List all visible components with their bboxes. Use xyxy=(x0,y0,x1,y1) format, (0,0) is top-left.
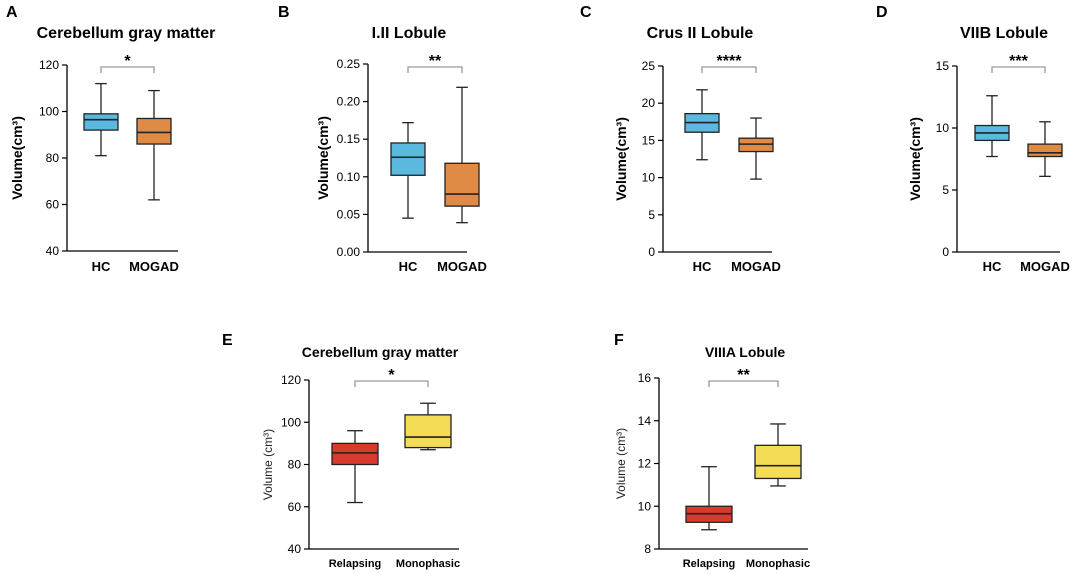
panel-e-category-label: Monophasic xyxy=(396,558,460,570)
panel-b-title: I.II Lobule xyxy=(372,25,447,42)
panel-b-significance-stars: ** xyxy=(429,53,442,70)
panel-d-box-mogad xyxy=(1027,143,1063,158)
panel-f-category-label: Monophasic xyxy=(746,558,810,570)
panel-a-y-label: Volume(cm³) xyxy=(9,116,25,200)
panel-d-significance-stars: *** xyxy=(1009,53,1028,70)
panel-e-title: Cerebellum gray matter xyxy=(302,344,459,360)
panel-f-y-tick-label: 8 xyxy=(644,542,651,556)
panel-a-title: Cerebellum gray matter xyxy=(37,25,216,42)
panel-f-y-label: Volume (cm³) xyxy=(614,428,628,499)
panel-a-category-label: HC xyxy=(92,259,111,274)
panel-e-y-tick-label: 80 xyxy=(288,458,302,472)
panel-c-category-label: HC xyxy=(693,259,712,274)
panel-d-y-label: Volume(cm³) xyxy=(907,117,923,201)
panel-c-y-tick-label: 20 xyxy=(642,96,656,110)
panel-c-letter: C xyxy=(580,4,592,21)
panel-c-y-tick-label: 0 xyxy=(648,245,655,259)
panel-f-y-tick-label: 16 xyxy=(638,371,652,385)
panel-e-significance-stars: * xyxy=(388,367,395,384)
panel-f-significance-stars: ** xyxy=(737,367,750,384)
panel-c-category-label: MOGAD xyxy=(731,259,781,274)
panel-e-y-tick-label: 120 xyxy=(281,373,301,387)
panel-a-y-tick-label: 100 xyxy=(39,105,59,119)
panel-c-y-tick-label: 15 xyxy=(642,133,656,147)
panel-d-y-tick-label: 15 xyxy=(936,59,950,73)
panel-d-letter: D xyxy=(876,4,888,21)
panel-b-letter: B xyxy=(278,4,290,21)
panel-b-y-tick-label: 0.15 xyxy=(337,132,361,146)
panel-d-y-tick-label: 10 xyxy=(936,121,950,135)
panel-c-y-tick-label: 5 xyxy=(648,208,655,222)
panel-a-box-mogad xyxy=(136,117,172,145)
panel-b-box-hc xyxy=(390,142,426,176)
panel-d-y-tick-label: 0 xyxy=(942,245,949,259)
panel-f-letter: F xyxy=(614,332,624,349)
panel-b-category-label: HC xyxy=(399,259,418,274)
panel-e-y-tick-label: 40 xyxy=(288,542,302,556)
panel-e-y-tick-label: 60 xyxy=(288,500,302,514)
panel-e-box-relapsing xyxy=(331,442,379,466)
panel-d-category-label: MOGAD xyxy=(1020,259,1070,274)
panel-e-letter: E xyxy=(222,332,233,349)
panel-b-y-label: Volume(cm³) xyxy=(315,116,331,200)
panel-e-significance-bracket xyxy=(354,380,429,387)
panel-f-y-tick-label: 14 xyxy=(638,414,652,428)
panel-f-box-monophasic xyxy=(754,444,802,480)
panel-c-significance-stars: **** xyxy=(717,53,743,70)
panel-f-title: VIIIA Lobule xyxy=(705,344,786,360)
panel-b-y-tick-label: 0.10 xyxy=(337,170,361,184)
panel-a-box-hc xyxy=(83,113,119,131)
panel-e-y-tick-label: 100 xyxy=(281,415,301,429)
panel-b-y-tick-label: 0.05 xyxy=(337,207,361,221)
panel-f-y-tick-label: 10 xyxy=(638,499,652,513)
panel-b-category-label: MOGAD xyxy=(437,259,487,274)
panel-d-category-label: HC xyxy=(983,259,1002,274)
panel-e-category-label: Relapsing xyxy=(329,558,382,570)
panel-c-y-label: Volume(cm³) xyxy=(613,117,629,201)
panel-a-letter: A xyxy=(6,4,18,21)
panel-f-y-tick-label: 12 xyxy=(638,457,652,471)
panel-a-y-tick-label: 60 xyxy=(46,198,60,212)
panel-b-y-tick-label: 0.20 xyxy=(337,95,361,109)
panel-b-significance-bracket xyxy=(407,66,463,73)
panel-e-y-label: Volume (cm³) xyxy=(261,429,275,500)
panel-a-y-tick-label: 80 xyxy=(46,151,60,165)
panel-e-box-monophasic xyxy=(404,414,452,449)
panel-c-y-tick-label: 10 xyxy=(642,171,656,185)
panel-a-significance-bracket xyxy=(100,66,155,73)
panel-f-category-label: Relapsing xyxy=(683,558,736,570)
panel-a-y-tick-label: 120 xyxy=(39,58,59,72)
panel-b-y-tick-label: 0.25 xyxy=(337,57,361,71)
panel-c-significance-bracket xyxy=(701,66,757,73)
panel-d-title: VIIB Lobule xyxy=(960,25,1048,42)
panel-c-y-tick-label: 25 xyxy=(642,59,656,73)
panel-d-significance-bracket xyxy=(991,66,1046,73)
panel-a-significance-stars: * xyxy=(124,53,131,70)
panel-a-y-tick-label: 40 xyxy=(46,244,60,258)
panel-b-y-tick-label: 0.00 xyxy=(337,245,361,259)
panel-a-category-label: MOGAD xyxy=(129,259,179,274)
panel-f-significance-bracket xyxy=(708,380,779,387)
panel-d-y-tick-label: 5 xyxy=(942,183,949,197)
panel-b-box-mogad xyxy=(444,162,480,207)
panel-c-title: Crus II Lobule xyxy=(647,25,754,42)
